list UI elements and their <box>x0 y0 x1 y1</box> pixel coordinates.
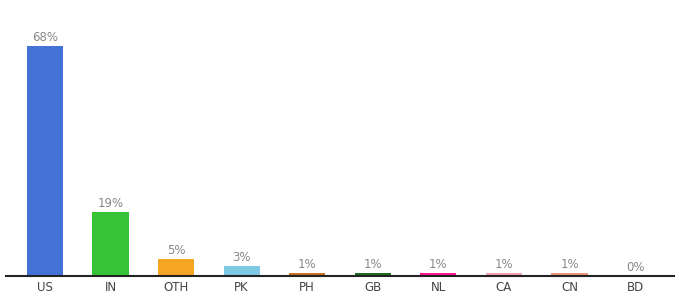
Bar <box>92 212 129 276</box>
Text: 1%: 1% <box>298 258 316 271</box>
Text: 1%: 1% <box>364 258 382 271</box>
Text: 19%: 19% <box>97 197 124 210</box>
Bar <box>224 266 260 276</box>
Bar <box>289 272 325 276</box>
Text: 3%: 3% <box>233 251 251 264</box>
Text: 1%: 1% <box>560 258 579 271</box>
Bar <box>551 272 588 276</box>
Bar <box>158 259 194 276</box>
Text: 1%: 1% <box>494 258 513 271</box>
Text: 0%: 0% <box>626 261 645 274</box>
Bar <box>420 272 456 276</box>
Text: 5%: 5% <box>167 244 186 257</box>
Text: 1%: 1% <box>429 258 447 271</box>
Text: 68%: 68% <box>32 32 58 44</box>
Bar <box>355 272 391 276</box>
Bar <box>27 46 63 276</box>
Bar <box>486 272 522 276</box>
